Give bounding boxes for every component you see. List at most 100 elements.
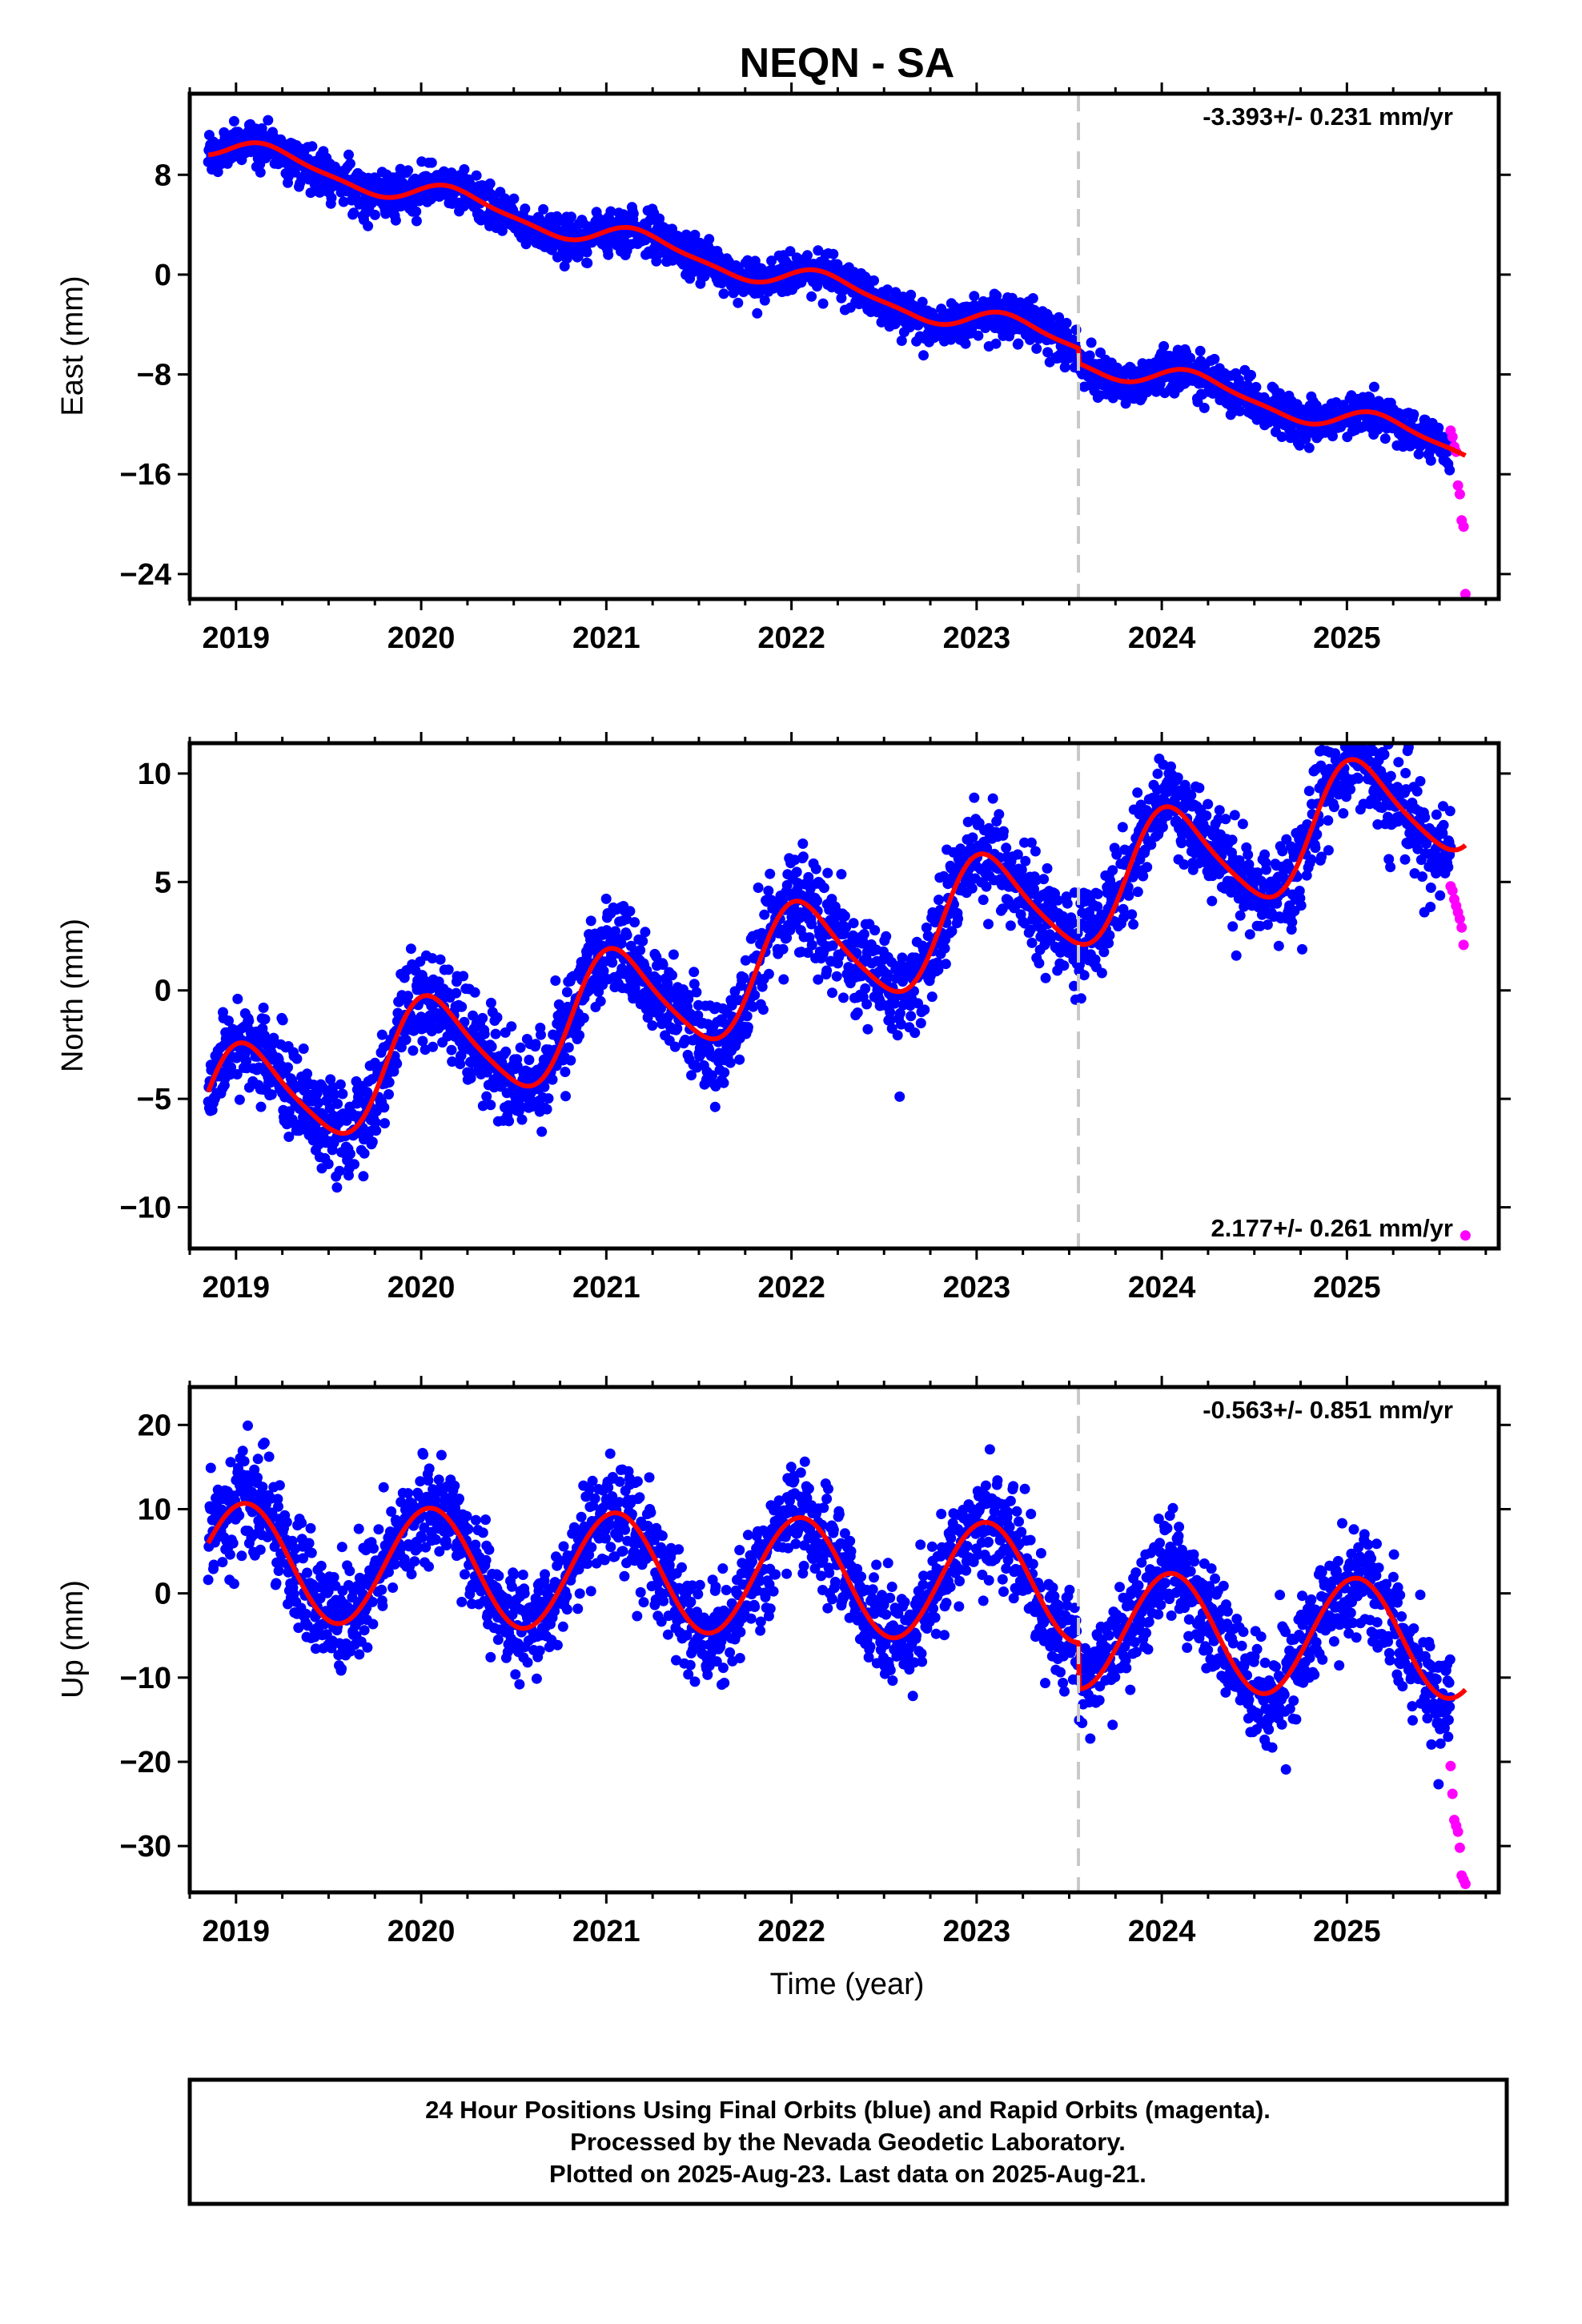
final-orbit-point	[719, 1067, 730, 1078]
final-orbit-point	[428, 1041, 439, 1052]
final-orbit-point	[848, 918, 859, 929]
final-orbit-point	[987, 793, 998, 804]
final-orbit-point	[371, 1125, 382, 1136]
final-orbit-point	[367, 1136, 378, 1148]
final-orbit-point	[258, 1002, 269, 1013]
final-orbit-point	[1408, 409, 1419, 420]
final-orbit-point	[1138, 870, 1149, 882]
final-orbit-point	[1323, 845, 1334, 856]
final-orbit-point	[335, 1079, 346, 1090]
final-orbit-point	[1195, 345, 1206, 356]
final-orbit-point	[1214, 805, 1225, 816]
final-orbit-point	[1157, 822, 1168, 833]
x-tick-label: 2020	[387, 621, 456, 655]
final-orbit-point	[520, 203, 531, 215]
final-orbit-point	[331, 1182, 343, 1193]
final-orbit-point	[1287, 917, 1298, 928]
final-orbit-point	[560, 1091, 571, 1102]
final-orbit-point	[953, 913, 964, 924]
final-orbit-point	[733, 297, 744, 308]
final-orbit-point	[1361, 730, 1371, 740]
final-orbit-point	[1385, 770, 1396, 782]
final-orbit-point	[547, 1074, 558, 1085]
final-orbit-point	[1363, 712, 1374, 722]
final-orbit-point	[1123, 890, 1134, 901]
final-orbit-point	[1107, 865, 1118, 876]
final-orbit-point	[459, 164, 470, 175]
final-orbit-point	[1030, 846, 1041, 857]
final-orbit-point	[817, 298, 829, 309]
final-orbit-point	[348, 207, 359, 219]
final-orbit-point	[734, 1054, 745, 1065]
final-orbit-point	[1142, 862, 1153, 873]
final-orbit-point	[749, 990, 761, 1001]
final-orbit-point	[869, 925, 881, 936]
final-orbit-point	[861, 999, 873, 1010]
final-orbit-point	[1026, 937, 1038, 948]
final-orbit-point	[1399, 854, 1411, 865]
final-orbit-point	[1438, 819, 1449, 830]
final-orbit-point	[446, 1044, 457, 1055]
final-orbit-point	[595, 995, 606, 1007]
final-orbit-point	[882, 284, 893, 296]
final-orbit-point	[791, 866, 802, 878]
final-orbit-point	[1347, 716, 1358, 726]
final-orbit-point	[797, 851, 809, 862]
final-orbit-point	[1220, 814, 1231, 825]
final-orbit-point	[538, 203, 549, 215]
final-orbit-point	[1351, 721, 1362, 731]
final-orbit-point	[1098, 947, 1110, 958]
final-orbit-point	[831, 971, 842, 982]
final-orbit-point	[1062, 898, 1073, 909]
final-orbit-point	[1042, 862, 1053, 874]
final-orbit-point	[469, 987, 480, 998]
final-orbit-point	[1400, 767, 1411, 778]
final-orbit-point	[1013, 338, 1024, 349]
final-orbit-point	[713, 251, 725, 261]
final-orbit-point	[709, 1101, 721, 1112]
final-orbit-point	[1209, 353, 1220, 364]
final-orbit-point	[667, 223, 677, 235]
final-orbit-point	[559, 261, 570, 271]
final-orbit-point	[379, 1102, 390, 1113]
final-orbit-point	[574, 1030, 585, 1041]
final-orbit-point	[566, 211, 576, 223]
final-orbit-point	[821, 965, 833, 976]
final-orbit-point	[1303, 786, 1315, 797]
final-orbit-point	[343, 149, 354, 160]
final-orbit-point	[753, 883, 764, 893]
final-orbit-point	[561, 987, 572, 998]
final-orbit-point	[813, 245, 824, 256]
y-tick-label: −24	[120, 558, 171, 592]
y-tick-label: 8	[155, 159, 171, 192]
rapid-orbit-point	[1447, 432, 1458, 442]
y-tick-label: −8	[137, 359, 171, 392]
final-orbit-point	[484, 178, 496, 189]
final-orbit-point	[337, 1088, 348, 1100]
final-orbit-point	[797, 838, 809, 849]
final-orbit-point	[862, 1023, 873, 1035]
final-orbit-point	[818, 883, 829, 894]
final-orbit-point	[763, 968, 774, 979]
final-orbit-point	[1354, 701, 1364, 711]
final-orbit-point	[1351, 712, 1362, 722]
final-orbit-point	[451, 987, 462, 999]
final-orbit-point	[1425, 883, 1436, 893]
final-orbit-point	[405, 943, 416, 955]
final-orbit-point	[628, 208, 639, 219]
final-orbit-point	[458, 971, 469, 982]
final-orbit-point	[1433, 422, 1444, 433]
final-orbit-point	[806, 939, 817, 951]
final-orbit-point	[1194, 782, 1205, 794]
final-orbit-point	[259, 1014, 271, 1025]
final-orbit-point	[334, 1165, 345, 1176]
x-tick-label: 2019	[203, 621, 271, 655]
final-orbit-point	[338, 196, 349, 207]
final-orbit-point	[909, 1027, 921, 1039]
final-orbit-point	[1201, 810, 1212, 821]
final-orbit-point	[1020, 855, 1031, 866]
final-orbit-point	[905, 1011, 917, 1022]
final-orbit-point	[1096, 967, 1107, 979]
final-orbit-point	[725, 1057, 736, 1068]
final-orbit-point	[263, 115, 274, 126]
